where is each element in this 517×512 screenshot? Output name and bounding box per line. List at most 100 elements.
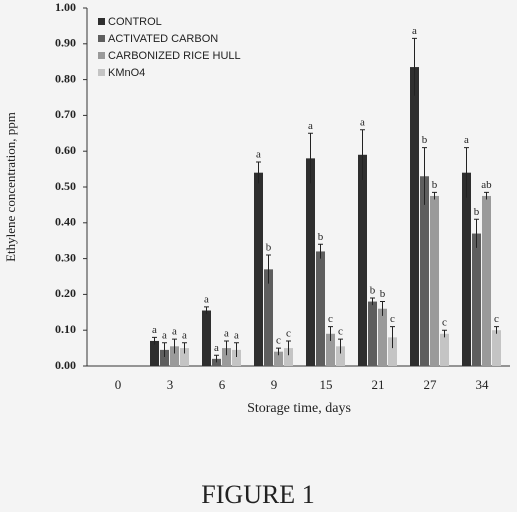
significance-letter: b [266,242,272,254]
error-bar [214,354,219,363]
error-bar [370,297,375,306]
significance-letter: a [214,342,219,354]
significance-letter: c [494,313,499,325]
significance-letter: a [182,329,187,341]
y-tick-label: 0.00 [55,358,76,372]
significance-letter: a [172,326,177,338]
bar [378,308,387,366]
figure-caption: FIGURE 1 [201,480,314,509]
significance-letter: b [432,179,438,191]
x-tick-label: 21 [372,377,385,392]
error-bar [432,191,437,200]
error-bar [266,254,271,284]
significance-letter: c [442,317,447,329]
x-tick-label: 9 [271,377,278,392]
x-tick-label: 15 [320,377,333,392]
bar [336,346,345,366]
bar [274,351,283,366]
y-tick-label: 0.60 [55,143,76,157]
bar [368,301,377,366]
y-tick-label: 0.90 [55,36,76,50]
x-tick-label: 34 [476,377,490,392]
x-tick-label: 0 [115,377,122,392]
y-tick-label: 0.70 [55,107,76,121]
significance-letter: b [370,285,376,297]
bar [264,269,273,366]
bar [254,172,263,366]
bar [482,195,491,366]
significance-letter: c [286,327,291,339]
bar [202,310,211,366]
significance-letter: a [234,329,239,341]
error-bar [328,326,333,341]
error-bar [484,191,489,200]
legend-label: CONTROL [108,16,162,28]
bar [492,330,501,366]
bar [430,195,439,366]
bar [326,333,335,366]
legend-swatch [98,52,105,59]
significance-letter: a [360,116,365,128]
error-bar [224,340,229,356]
error-bar [338,338,343,354]
significance-letter: ab [481,179,492,191]
significance-letter: b [380,288,386,300]
error-bar [276,347,281,356]
y-tick-label: 0.50 [55,179,76,193]
legend-swatch [98,18,105,25]
significance-letter: a [308,120,313,132]
y-tick-label: 0.30 [55,250,76,264]
x-tick-label: 27 [424,377,438,392]
y-tick-label: 0.40 [55,215,76,229]
legend-swatch [98,35,105,42]
significance-letter: b [422,134,428,146]
bar [170,346,179,366]
error-bar [380,301,385,316]
error-bar [360,129,365,180]
significance-letter: a [162,329,167,341]
error-bar [442,329,447,338]
error-bar [318,243,323,259]
legend-label: KMnO4 [108,67,145,79]
bar [160,349,169,366]
error-bar [234,342,239,358]
error-bar [494,326,499,334]
error-bar [308,132,313,184]
bar [388,337,397,366]
bar [440,333,449,366]
error-bar [152,336,157,345]
significance-letter: b [318,231,324,243]
error-bar [172,338,177,354]
significance-letter: a [256,148,261,160]
error-bar [422,147,427,205]
bar [472,233,481,366]
legend-label: CARBONIZED RICE HULL [108,50,241,62]
x-tick-label: 6 [219,377,226,392]
bar [150,340,159,366]
x-axis-label: Storage time, days [247,401,351,416]
significance-letter: b [474,206,480,218]
bar [306,158,315,366]
error-bar [162,342,167,358]
error-bar [464,147,469,198]
significance-letter: a [464,134,469,146]
bar [232,349,241,366]
y-tick-label: 0.20 [55,286,76,300]
y-tick-label: 0.80 [55,71,76,85]
error-bar [204,306,209,315]
significance-letter: a [412,25,417,37]
legend-swatch [98,69,105,76]
bar [410,67,419,366]
significance-letter: c [328,313,333,325]
error-bar [256,161,261,184]
bar [358,154,367,366]
bar [462,172,471,366]
y-tick-label: 0.10 [55,322,76,336]
significance-letter: c [390,313,395,325]
error-bar [182,342,187,354]
legend-label: ACTIVATED CARBON [108,33,218,45]
error-bar [390,326,395,349]
bar [284,348,293,366]
